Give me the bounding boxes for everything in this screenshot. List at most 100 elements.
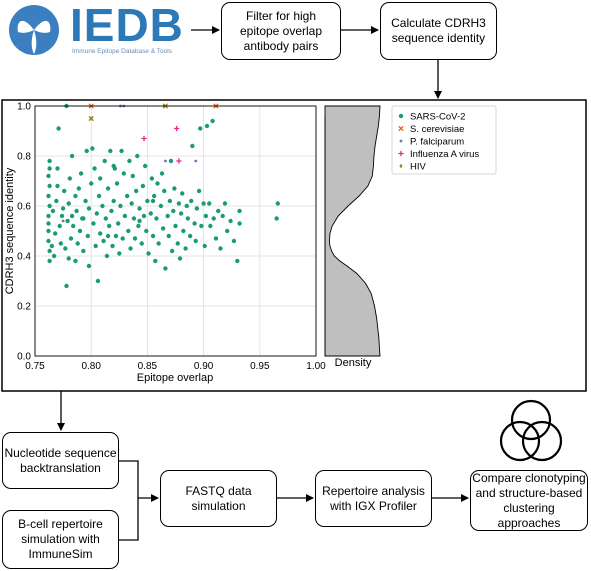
point-sars-cov-2 xyxy=(193,238,198,244)
point-sars-cov-2 xyxy=(47,258,52,264)
point-sars-cov-2 xyxy=(90,146,95,151)
point-sars-cov-2 xyxy=(46,213,51,219)
point-sars-cov-2 xyxy=(180,191,185,196)
point-sars-cov-2 xyxy=(47,166,52,171)
point-sars-cov-2 xyxy=(96,193,102,199)
point-sars-cov-2 xyxy=(135,153,140,159)
point-sars-cov-2 xyxy=(91,221,96,226)
point-sars-cov-2 xyxy=(46,228,51,234)
point-sars-cov-2 xyxy=(81,248,86,254)
y-tick-label: 1.0 xyxy=(17,102,31,113)
point-sars-cov-2 xyxy=(92,166,97,171)
point-sars-cov-2 xyxy=(49,243,55,249)
point-sars-cov-2 xyxy=(222,201,228,206)
point-sars-cov-2 xyxy=(60,206,66,211)
point-sars-cov-2 xyxy=(102,158,107,164)
point-sars-cov-2 xyxy=(210,118,215,124)
point-sars-cov-2 xyxy=(169,248,175,254)
step-fastq-simulation: FASTQ data simulation xyxy=(160,470,277,527)
point-sars-cov-2 xyxy=(162,188,167,194)
point-sars-cov-2 xyxy=(163,266,168,271)
point-sars-cov-2 xyxy=(175,241,180,246)
point-sars-cov-2 xyxy=(108,148,113,154)
point-sars-cov-2 xyxy=(120,236,125,241)
point-sars-cov-2 xyxy=(165,213,170,219)
step-backtranslation: Nucleotide sequence backtranslation xyxy=(2,432,119,489)
point-sars-cov-2 xyxy=(178,211,184,216)
point-p-falciparum xyxy=(61,219,65,223)
legend-marker-s-cerevisiae xyxy=(398,125,404,132)
point-sars-cov-2 xyxy=(93,243,98,249)
point-sars-cov-2 xyxy=(137,218,142,224)
point-sars-cov-2 xyxy=(201,201,206,206)
step-compare-approaches: Compare clonotyping and structure-based … xyxy=(470,470,588,531)
chart-frame xyxy=(1,99,587,392)
point-sars-cov-2 xyxy=(126,228,131,234)
point-sars-cov-2 xyxy=(47,183,52,189)
point-sars-cov-2 xyxy=(151,193,157,199)
x-axis-label: Epitope overlap xyxy=(137,372,213,384)
point-sars-cov-2 xyxy=(237,208,242,214)
point-sars-cov-2 xyxy=(74,208,79,214)
point-sars-cov-2 xyxy=(211,216,216,221)
point-sars-cov-2 xyxy=(73,258,78,264)
point-sars-cov-2 xyxy=(46,221,51,226)
point-sars-cov-2 xyxy=(146,251,151,256)
y-tick-label: 0.8 xyxy=(17,152,31,163)
x-tick-label: 0.95 xyxy=(250,361,270,372)
legend-entry-p-falciparum: P. falciparum xyxy=(410,137,464,148)
point-sars-cov-2 xyxy=(86,206,92,211)
iedb-logo-icon xyxy=(9,5,59,55)
point-sars-cov-2 xyxy=(119,148,124,154)
point-sars-cov-2 xyxy=(124,193,130,199)
point-sars-cov-2 xyxy=(59,213,65,219)
y-tick-label: 0.0 xyxy=(17,352,31,363)
point-sars-cov-2 xyxy=(167,198,173,204)
point-sars-cov-2 xyxy=(192,221,197,226)
legend-entry-influenza-a-virus: Influenza A virus xyxy=(410,149,479,160)
point-sars-cov-2 xyxy=(105,233,111,239)
legend-box xyxy=(391,105,497,175)
point-sars-cov-2 xyxy=(51,253,57,259)
point-sars-cov-2 xyxy=(83,198,88,204)
point-sars-cov-2 xyxy=(97,231,103,236)
point-sars-cov-2 xyxy=(172,186,177,191)
point-sars-cov-2 xyxy=(103,216,109,221)
point-sars-cov-2 xyxy=(235,258,240,264)
point-sars-cov-2 xyxy=(132,236,138,241)
point-sars-cov-2 xyxy=(173,223,178,229)
point-sars-cov-2 xyxy=(55,183,60,189)
point-sars-cov-2 xyxy=(55,166,60,171)
point-sars-cov-2 xyxy=(64,283,69,289)
point-sars-cov-2 xyxy=(73,193,78,199)
point-sars-cov-2 xyxy=(198,126,203,131)
point-p-falciparum xyxy=(163,159,167,163)
density-label: Density xyxy=(335,357,372,369)
point-sars-cov-2 xyxy=(66,201,71,206)
step-repertoire-analysis: Repertoire analysis with IGX Profiler xyxy=(315,470,432,527)
point-sars-cov-2 xyxy=(67,176,73,181)
x-tick-label: 1.00 xyxy=(306,361,326,372)
point-sars-cov-2 xyxy=(148,211,153,216)
point-sars-cov-2 xyxy=(89,181,94,186)
point-sars-cov-2 xyxy=(199,223,204,229)
point-sars-cov-2 xyxy=(128,246,133,251)
legend-entry-s-cerevisiae: S. cerevisiae xyxy=(410,124,464,135)
point-sars-cov-2 xyxy=(220,213,225,219)
point-sars-cov-2 xyxy=(121,171,126,176)
y-tick-label: 0.2 xyxy=(17,302,31,313)
point-sars-cov-2 xyxy=(47,158,52,164)
legend-marker-hiv xyxy=(399,163,403,169)
legend-entry-sars-cov-2: SARS-CoV-2 xyxy=(410,112,465,123)
point-sars-cov-2 xyxy=(218,246,223,251)
point-sars-cov-2 xyxy=(133,188,139,194)
step-filter-pairs: Filter for high epitope overlap antibody… xyxy=(221,2,341,60)
point-sars-cov-2 xyxy=(104,253,110,259)
point-sars-cov-2 xyxy=(140,183,146,189)
point-sars-cov-2 xyxy=(189,198,194,204)
point-sars-cov-2 xyxy=(176,201,182,206)
point-sars-cov-2 xyxy=(177,256,183,261)
point-sars-cov-2 xyxy=(139,241,144,246)
point-sars-cov-2 xyxy=(168,158,174,164)
